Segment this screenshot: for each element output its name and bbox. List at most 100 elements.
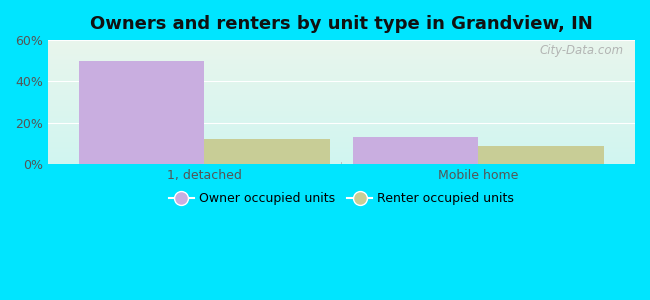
Bar xyxy=(47,130,635,131)
Bar xyxy=(47,138,635,140)
Bar xyxy=(47,41,635,43)
Legend: Owner occupied units, Renter occupied units: Owner occupied units, Renter occupied un… xyxy=(164,187,519,210)
Bar xyxy=(47,121,635,122)
Bar xyxy=(47,118,635,119)
Bar xyxy=(47,86,635,87)
Text: City-Data.com: City-Data.com xyxy=(539,44,623,57)
Bar xyxy=(47,160,635,162)
Bar xyxy=(47,72,635,74)
Bar xyxy=(47,75,635,76)
Bar xyxy=(47,60,635,61)
Bar xyxy=(47,127,635,128)
Bar xyxy=(47,70,635,71)
Bar xyxy=(47,154,635,155)
Bar xyxy=(47,110,635,111)
Bar xyxy=(47,105,635,106)
Bar xyxy=(47,141,635,142)
Bar xyxy=(47,65,635,66)
Bar xyxy=(47,149,635,151)
Bar xyxy=(47,136,635,137)
Bar xyxy=(47,59,635,60)
Bar xyxy=(47,51,635,52)
Bar xyxy=(47,101,635,102)
Bar xyxy=(47,68,635,69)
Bar xyxy=(47,159,635,160)
Bar xyxy=(47,140,635,141)
Bar xyxy=(47,107,635,108)
Bar xyxy=(47,147,635,148)
Bar xyxy=(47,55,635,56)
Bar xyxy=(47,61,635,62)
Bar xyxy=(47,74,635,75)
Bar xyxy=(47,84,635,85)
Bar xyxy=(47,134,635,136)
Bar xyxy=(47,96,635,97)
Bar xyxy=(47,111,635,112)
Bar xyxy=(47,69,635,70)
Bar xyxy=(47,82,635,84)
Bar xyxy=(47,92,635,94)
Bar xyxy=(47,50,635,51)
Bar xyxy=(47,108,635,110)
Bar xyxy=(47,112,635,113)
Bar xyxy=(47,119,635,121)
Bar xyxy=(47,45,635,46)
Bar xyxy=(47,58,635,59)
Bar xyxy=(47,162,635,163)
Bar xyxy=(47,163,635,164)
Bar xyxy=(47,91,635,92)
Bar xyxy=(47,54,635,55)
Bar xyxy=(79,61,204,164)
Bar xyxy=(47,85,635,86)
Bar xyxy=(47,71,635,72)
Bar xyxy=(47,64,635,65)
Bar xyxy=(47,157,635,158)
Bar xyxy=(47,133,635,134)
Bar xyxy=(47,144,635,145)
Bar xyxy=(204,140,330,164)
Bar xyxy=(47,128,635,130)
Bar xyxy=(47,49,635,50)
Bar xyxy=(47,103,635,105)
Bar xyxy=(47,131,635,132)
Bar xyxy=(47,97,635,98)
Bar xyxy=(47,153,635,154)
Bar xyxy=(47,158,635,159)
Bar xyxy=(47,117,635,118)
Bar xyxy=(47,126,635,127)
Bar xyxy=(47,46,635,48)
Bar xyxy=(353,137,478,164)
Bar xyxy=(47,115,635,116)
Bar xyxy=(47,102,635,104)
Bar xyxy=(47,43,635,44)
Bar xyxy=(47,98,635,100)
Bar xyxy=(47,66,635,68)
Bar xyxy=(47,151,635,152)
Bar xyxy=(47,80,635,81)
Bar xyxy=(47,148,635,149)
Bar xyxy=(47,155,635,157)
Bar xyxy=(47,87,635,88)
Bar xyxy=(47,76,635,77)
Bar xyxy=(47,124,635,126)
Bar xyxy=(47,152,635,153)
Bar xyxy=(47,48,635,49)
Bar xyxy=(47,79,635,80)
Bar xyxy=(47,56,635,58)
Bar xyxy=(47,137,635,138)
Bar xyxy=(47,116,635,117)
Bar xyxy=(47,90,635,91)
Bar xyxy=(47,94,635,95)
Bar xyxy=(47,123,635,124)
Title: Owners and renters by unit type in Grandview, IN: Owners and renters by unit type in Grand… xyxy=(90,15,593,33)
Bar xyxy=(47,44,635,45)
Bar xyxy=(478,146,604,164)
Bar xyxy=(47,122,635,123)
Bar xyxy=(47,142,635,143)
Bar xyxy=(47,146,635,147)
Bar xyxy=(47,106,635,107)
Bar xyxy=(47,88,635,90)
Bar xyxy=(47,100,635,101)
Bar xyxy=(47,132,635,133)
Bar xyxy=(47,81,635,82)
